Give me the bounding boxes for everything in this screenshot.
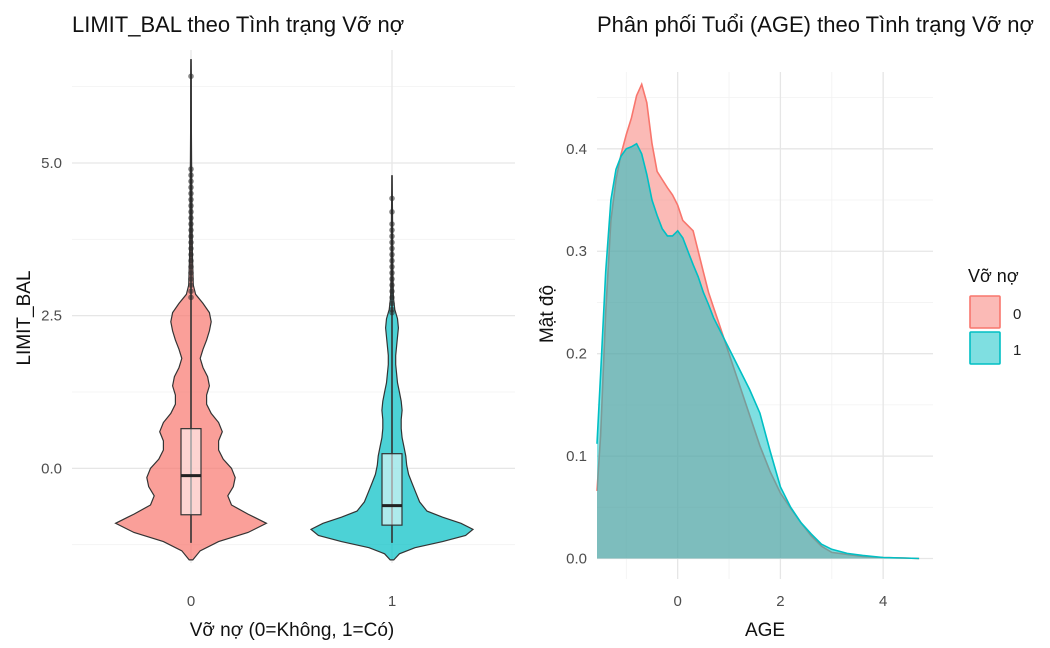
outlier-point (188, 264, 194, 270)
outlier-point (188, 202, 194, 209)
outlier-point (188, 245, 194, 252)
box-1 (381, 453, 403, 526)
legend: Vỡ nợ 0 1 (968, 266, 1021, 365)
outlier-point (389, 306, 395, 313)
violin-y-tick-labels: 0.0 2.5 5.0 (41, 155, 62, 477)
density-y-tick-label: 0.4 (566, 141, 587, 158)
outlier-point (188, 190, 194, 197)
outlier-point (389, 257, 395, 264)
outlier-point (389, 239, 395, 246)
outlier-point (188, 251, 194, 258)
violin-marks (114, 59, 475, 561)
outlier-point (188, 276, 194, 282)
outlier-point (389, 288, 395, 295)
violin-y-tick-label: 5.0 (41, 155, 62, 172)
outlier-point (188, 282, 194, 288)
outlier-point (389, 195, 395, 202)
outlier-point (389, 221, 395, 227)
outlier-point (188, 239, 194, 246)
violin-grid (72, 50, 515, 563)
outlier-point (188, 288, 194, 295)
outlier-point (188, 221, 194, 227)
density-chart-title: Phân phối Tuổi (AGE) theo Tình trạng Vỡ … (597, 12, 1034, 37)
outlier-point (188, 196, 194, 203)
outlier-point (188, 172, 194, 178)
outlier-point (188, 294, 194, 301)
violin-y-tick-label: 0.0 (41, 460, 62, 477)
density-x-axis-label: AGE (745, 620, 785, 641)
density-panel: Phân phối Tuổi (AGE) theo Tình trạng Vỡ … (537, 12, 1034, 641)
outlier-point (188, 184, 194, 191)
outlier-point (389, 300, 395, 307)
violin-x-axis-label: Vỡ nợ (0=Không, 1=Có) (190, 620, 394, 641)
outlier-point (188, 233, 194, 240)
legend-swatch-0 (969, 295, 1001, 329)
outlier-point (389, 251, 395, 258)
density-x-tick-label: 2 (776, 593, 784, 610)
density-area-1 (597, 143, 920, 559)
density-y-tick-label: 0.0 (566, 551, 587, 568)
outlier-point (188, 270, 194, 276)
density-x-tick-label: 4 (879, 593, 887, 610)
outlier-point (389, 264, 395, 270)
density-x-tick-label: 0 (673, 593, 681, 610)
density-y-tick-label: 0.2 (566, 346, 587, 363)
outlier-point (389, 245, 395, 252)
outlier-point (389, 233, 395, 240)
legend-swatch-1 (969, 331, 1001, 365)
legend-label-0: 0 (1013, 306, 1021, 323)
density-y-tick-label: 0.3 (566, 243, 587, 260)
outlier-point (188, 215, 194, 221)
legend-title: Vỡ nợ (968, 266, 1019, 286)
outlier-point (389, 282, 395, 288)
outlier-point (188, 227, 194, 233)
density-y-axis-label: Mật độ (537, 285, 558, 343)
violin-chart-title: LIMIT_BAL theo Tình trạng Vỡ nợ (72, 12, 404, 37)
density-x-tick-labels: 0 2 4 (673, 593, 887, 610)
outlier-point (188, 209, 194, 215)
outlier-point (188, 73, 194, 80)
violin-x-tick-label: 0 (187, 593, 195, 610)
violin-y-axis-label: LIMIT_BAL (14, 270, 35, 365)
violin-panel: LIMIT_BAL theo Tình trạng Vỡ nợ 0.0 2.5 5.… (14, 12, 515, 641)
violin-x-tick-label: 1 (388, 593, 396, 610)
density-line-1 (596, 142, 920, 560)
violin-y-tick-label: 2.5 (41, 308, 62, 325)
outlier-point (389, 209, 395, 215)
density-y-tick-label: 0.1 (566, 448, 587, 465)
outlier-point (389, 294, 395, 301)
box-0 (180, 428, 202, 516)
density-marks (596, 81, 920, 560)
outlier-point (389, 227, 395, 233)
outlier-point (188, 166, 194, 172)
outlier-point (389, 270, 395, 276)
legend-label-1: 1 (1013, 342, 1021, 359)
outlier-point (389, 276, 395, 282)
outlier-point (188, 178, 194, 185)
density-y-tick-labels: 0.0 0.1 0.2 0.3 0.4 (566, 141, 587, 568)
outlier-point (188, 257, 194, 264)
